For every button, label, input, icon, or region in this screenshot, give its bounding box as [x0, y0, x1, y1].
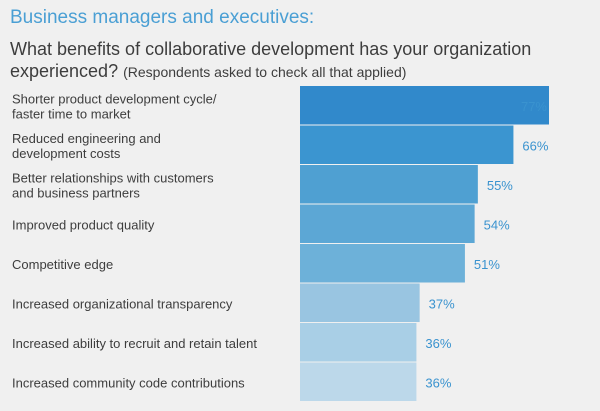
category-label-8: Increased community code contributions	[12, 375, 245, 390]
bar-7	[300, 323, 417, 362]
category-label-line: Reduced engineering and	[12, 131, 161, 146]
value-label-6: 37%	[429, 296, 455, 311]
subtitle-question: What benefits of collaborative developme…	[10, 39, 532, 81]
category-label-line: Increased organizational transparency	[12, 296, 233, 311]
value-label-4: 54%	[484, 217, 510, 232]
bar-6	[300, 283, 420, 322]
bar-8	[300, 362, 417, 401]
value-label-3: 55%	[487, 178, 513, 193]
category-label-6: Increased organizational transparency	[12, 296, 233, 311]
category-label-line: and business partners	[12, 185, 140, 200]
value-label-8: 36%	[425, 375, 451, 390]
value-label-7: 36%	[425, 336, 451, 351]
category-label-2: Reduced engineering and development costs	[12, 131, 161, 161]
value-label-5: 51%	[474, 257, 500, 272]
category-label-line: Competitive edge	[12, 257, 113, 272]
category-label-line: Better relationships with customers	[12, 170, 214, 185]
page-title: Business managers and executives:	[10, 7, 315, 28]
bar-5	[300, 244, 465, 283]
category-label-3: Better relationships with customers and b…	[12, 170, 214, 200]
page-subtitle: What benefits of collaborative developme…	[10, 38, 590, 83]
category-label-5: Competitive edge	[12, 257, 113, 272]
category-label-7: Increased ability to recruit and retain …	[12, 336, 257, 351]
bar-4	[300, 204, 475, 243]
value-label-2: 66%	[522, 138, 548, 153]
bar-1	[300, 86, 549, 125]
category-label-line: faster time to market	[12, 106, 131, 121]
category-label-4: Improved product quality	[12, 217, 155, 232]
value-label-1: 77%	[521, 99, 547, 114]
subtitle-note: (Respondents asked to check all that app…	[123, 64, 407, 80]
category-label-line: Increased community code contributions	[12, 375, 245, 390]
category-label-line: Shorter product development cycle/	[12, 91, 217, 106]
category-label-line: Increased ability to recruit and retain …	[12, 336, 257, 351]
bar-2	[300, 125, 514, 164]
category-label-1: Shorter product development cycle/faster…	[12, 91, 217, 121]
category-label-line: development costs	[12, 146, 121, 161]
category-label-line: Improved product quality	[12, 217, 155, 232]
bar-3	[300, 165, 478, 204]
